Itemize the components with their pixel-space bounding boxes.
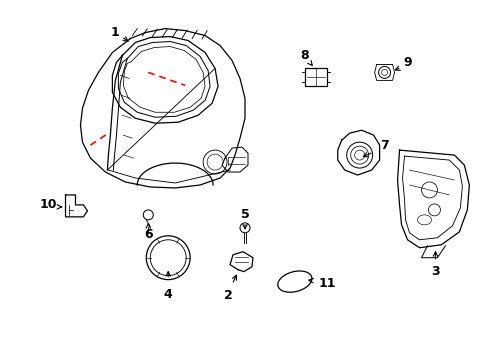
Text: 1: 1 [111,26,120,39]
Text: 11: 11 [318,277,336,290]
Text: 8: 8 [300,49,308,62]
Text: 4: 4 [163,288,172,301]
Text: 5: 5 [240,208,249,221]
Text: 7: 7 [380,139,388,152]
Text: 2: 2 [223,289,232,302]
Text: 6: 6 [143,228,152,241]
Text: 9: 9 [403,56,411,69]
Text: 10: 10 [40,198,57,211]
Text: 3: 3 [430,265,439,278]
